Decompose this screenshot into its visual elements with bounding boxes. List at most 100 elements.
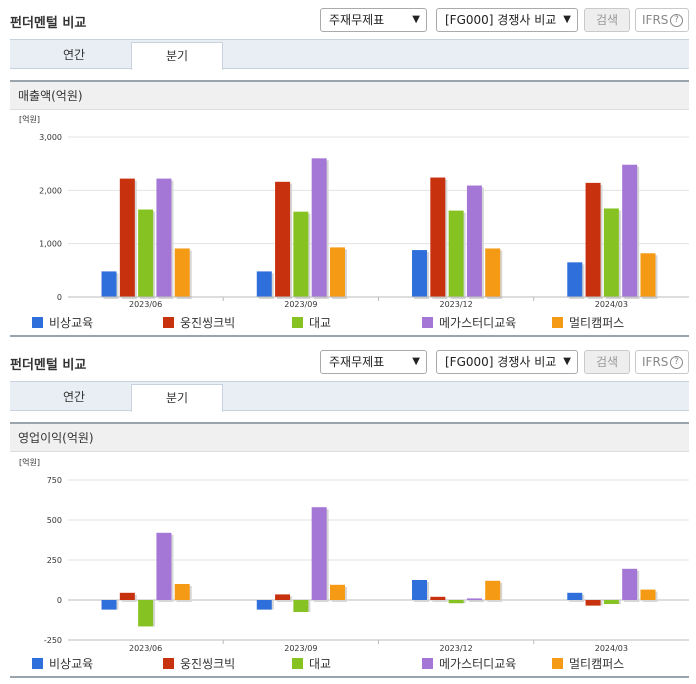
panel-header: 펀더멘털 비교 주재무제표 ▼ [FG000] 경쟁사 비교 ▼ 검색 IFRS… (0, 0, 696, 32)
bar[interactable] (156, 178, 172, 297)
tab-quarter[interactable]: 분기 (131, 42, 223, 70)
help-icon[interactable]: ? (670, 356, 683, 369)
bar[interactable] (603, 600, 619, 604)
x-tick-label: 2023/06 (129, 644, 162, 652)
legend-label: 대교 (309, 657, 332, 671)
ifrs-button[interactable]: IFRS ? (635, 8, 689, 32)
bar[interactable] (329, 584, 345, 600)
legend-label: 메가스터디교육 (439, 657, 517, 671)
legend-item[interactable]: 웅진씽크빅 (163, 655, 235, 672)
y-tick-label: 250 (47, 556, 62, 565)
bar[interactable] (640, 253, 656, 297)
search-button[interactable]: 검색 (584, 350, 630, 374)
divider (10, 676, 689, 678)
bar[interactable] (448, 210, 464, 297)
legend-item[interactable]: 멀티캠퍼스 (552, 314, 624, 331)
panel-title: 펀더멘털 비교 (10, 358, 87, 373)
bar[interactable] (430, 177, 446, 297)
x-tick-label: 2023/09 (284, 644, 317, 652)
bar[interactable] (622, 568, 638, 600)
help-icon[interactable]: ? (670, 14, 683, 27)
legend-swatch (32, 317, 43, 328)
legend-label: 멀티캠퍼스 (569, 657, 625, 671)
panel-header: 펀더멘털 비교 주재무제표 ▼ [FG000] 경쟁사 비교 ▼ 검색 IFRS… (0, 342, 696, 374)
bar[interactable] (256, 600, 272, 610)
legend-item[interactable]: 웅진씽크빅 (163, 314, 235, 331)
bar[interactable] (138, 209, 154, 297)
bar[interactable] (119, 178, 135, 297)
bar[interactable] (293, 600, 309, 612)
x-tick-label: 2023/12 (440, 644, 473, 652)
compare-select-value: [FG000] 경쟁사 비교 (445, 13, 557, 27)
bar[interactable] (585, 182, 601, 297)
statement-select[interactable]: 주재무제표 ▼ (320, 8, 427, 32)
bar[interactable] (101, 600, 117, 610)
legend-item[interactable]: 비상교육 (32, 655, 93, 672)
bar[interactable] (293, 211, 309, 297)
statement-select[interactable]: 주재무제표 ▼ (320, 350, 427, 374)
legend-label: 웅진씽크빅 (180, 657, 236, 671)
bar[interactable] (448, 600, 464, 604)
bar[interactable] (256, 271, 272, 297)
legend-swatch (292, 317, 303, 328)
chevron-down-icon: ▼ (412, 14, 420, 25)
y-tick-label: -250 (44, 636, 62, 645)
legend-item[interactable]: 비상교육 (32, 314, 93, 331)
compare-select[interactable]: [FG000] 경쟁사 비교 ▼ (436, 8, 578, 32)
chart-legend: 비상교육 웅진씽크빅 대교 메가스터디교육 멀티캠퍼스 (10, 653, 689, 671)
x-tick-label: 2024/03 (595, 300, 628, 308)
bar[interactable] (119, 592, 135, 600)
x-tick-label: 2024/03 (595, 644, 628, 652)
statement-select-value: 주재무제표 (329, 13, 385, 27)
tab-annual[interactable]: 연간 (62, 390, 86, 404)
tab-annual[interactable]: 연간 (62, 48, 86, 62)
ifrs-label: IFRS (642, 13, 669, 27)
tab-quarter[interactable]: 분기 (131, 384, 223, 412)
bar[interactable] (311, 507, 327, 600)
ifrs-button[interactable]: IFRS ? (635, 350, 689, 374)
bar[interactable] (174, 248, 190, 297)
unit-label: [억원] (19, 114, 40, 124)
bar[interactable] (622, 164, 638, 297)
legend-label: 멀티캠퍼스 (569, 316, 625, 330)
bar[interactable] (156, 532, 172, 600)
legend-item[interactable]: 메가스터디교육 (422, 314, 516, 331)
legend-swatch (163, 317, 174, 328)
legend-item[interactable]: 대교 (292, 314, 331, 331)
revenue-chart-box: 매출액(억원) [억원] 0 1,000 2,000 3,000 2023/06 2023/… (10, 80, 689, 308)
fundamental-panel-operating-profit: 펀더멘털 비교 주재무제표 ▼ [FG000] 경쟁사 비교 ▼ 검색 IFRS… (0, 342, 696, 678)
bar[interactable] (101, 271, 117, 297)
legend-item[interactable]: 메가스터디교육 (422, 655, 516, 672)
bar[interactable] (485, 580, 501, 600)
bar[interactable] (311, 158, 327, 297)
search-button[interactable]: 검색 (584, 8, 630, 32)
bar[interactable] (275, 181, 291, 297)
x-tick-label: 2023/09 (284, 300, 317, 308)
bar[interactable] (138, 600, 154, 627)
bar[interactable] (567, 592, 583, 600)
compare-select[interactable]: [FG000] 경쟁사 비교 ▼ (436, 350, 578, 374)
bar[interactable] (430, 596, 446, 600)
operating-profit-chart: [억원] -250 0 250 500 750 2023/06 2023/09 2023/12 2… (19, 457, 689, 652)
legend-item[interactable]: 대교 (292, 655, 331, 672)
legend-swatch (292, 658, 303, 669)
legend-item[interactable]: 멀티캠퍼스 (552, 655, 624, 672)
bar[interactable] (174, 584, 190, 600)
bar[interactable] (466, 185, 482, 297)
bar[interactable] (412, 250, 428, 297)
bar[interactable] (466, 598, 482, 600)
bar[interactable] (275, 594, 291, 600)
bar[interactable] (567, 262, 583, 297)
y-tick-label: 750 (47, 476, 62, 485)
bar[interactable] (412, 580, 428, 600)
bar[interactable] (329, 247, 345, 297)
chevron-down-icon: ▼ (563, 14, 571, 25)
bar[interactable] (603, 208, 619, 297)
x-tick-label: 2023/12 (440, 300, 473, 308)
bar[interactable] (640, 589, 656, 600)
bar[interactable] (485, 248, 501, 297)
legend-label: 웅진씽크빅 (180, 316, 236, 330)
legend-swatch (422, 658, 433, 669)
bar[interactable] (585, 600, 601, 606)
revenue-chart: [억원] 0 1,000 2,000 3,000 2023/06 2023/09 2023/1… (19, 114, 689, 308)
